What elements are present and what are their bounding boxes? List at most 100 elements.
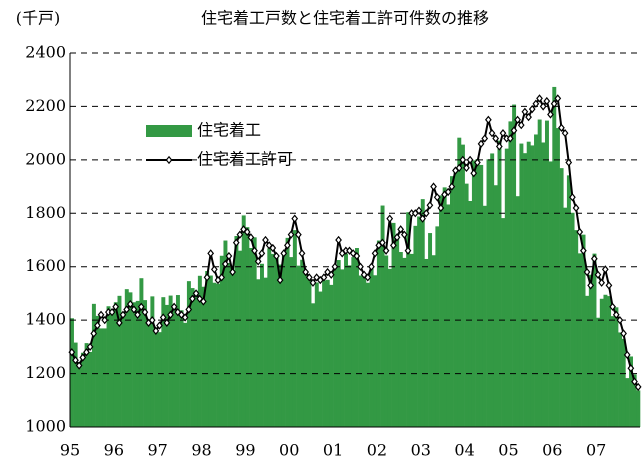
bar — [552, 86, 557, 428]
bar — [263, 277, 268, 427]
line-marker — [265, 241, 273, 250]
line-marker — [426, 201, 434, 210]
line-marker — [313, 273, 321, 282]
line-marker — [634, 382, 642, 392]
line-marker — [583, 267, 591, 277]
x-tick-label: 03 — [411, 441, 431, 460]
x-tick-label: 06 — [542, 441, 562, 460]
line-marker — [547, 110, 554, 119]
line-marker — [137, 302, 145, 311]
bar — [95, 315, 100, 427]
bar — [534, 134, 538, 427]
bar — [519, 143, 524, 427]
line-marker — [335, 235, 342, 245]
line-marker — [126, 299, 134, 309]
line-marker — [115, 318, 123, 327]
bar — [632, 374, 637, 427]
bar — [70, 318, 74, 427]
line-marker — [605, 281, 613, 290]
line-marker — [422, 209, 430, 218]
line-marker — [631, 377, 638, 386]
line-marker — [247, 233, 255, 242]
line-marker — [236, 230, 244, 239]
line-marker — [134, 310, 141, 319]
bar — [106, 306, 111, 427]
line-marker — [276, 275, 284, 285]
bar — [409, 253, 414, 427]
bar — [124, 289, 129, 427]
bar — [260, 263, 264, 427]
line-marker — [455, 163, 463, 173]
bar — [197, 275, 202, 427]
line-marker — [536, 94, 543, 103]
line-marker — [601, 265, 609, 274]
line-marker — [386, 214, 394, 223]
y-tick-label: 1800 — [25, 203, 66, 222]
line-marker — [528, 104, 536, 114]
bar — [274, 257, 279, 427]
line-marker — [371, 249, 379, 258]
bar — [157, 332, 162, 427]
bar — [512, 104, 517, 428]
bar — [325, 279, 330, 427]
line-marker — [163, 318, 171, 327]
line-marker — [262, 235, 269, 245]
bar — [355, 248, 359, 427]
line-marker — [123, 305, 131, 314]
x-tick-label: 00 — [279, 441, 299, 460]
line-marker — [360, 270, 368, 279]
bar — [457, 137, 462, 428]
bar — [395, 235, 400, 427]
line-marker — [218, 273, 226, 282]
bar — [380, 205, 385, 427]
bar — [548, 161, 553, 427]
line-marker — [510, 126, 518, 135]
bar — [369, 266, 374, 427]
line-marker — [459, 155, 467, 165]
line-marker — [189, 294, 196, 303]
bar — [186, 281, 191, 427]
bar — [281, 253, 286, 427]
y-tick-label: 1400 — [25, 310, 66, 329]
line-marker — [152, 326, 160, 335]
line-marker — [167, 310, 174, 319]
bar — [194, 290, 199, 427]
legend-marker — [165, 155, 173, 165]
line-marker — [331, 262, 339, 271]
line-marker — [437, 203, 445, 213]
line-marker — [225, 251, 233, 261]
line-marker — [569, 193, 576, 202]
bar — [121, 313, 126, 427]
x-tick-label: 07 — [586, 441, 606, 460]
bar — [475, 159, 480, 427]
line-marker — [521, 107, 529, 116]
bar — [329, 284, 334, 427]
bar — [205, 270, 210, 427]
line-marker — [221, 259, 229, 269]
bar — [515, 196, 520, 427]
line-marker — [514, 115, 521, 124]
bar — [292, 230, 297, 427]
lines — [68, 94, 642, 392]
bar — [139, 278, 144, 427]
bar — [216, 283, 221, 427]
line-marker — [579, 246, 587, 255]
bar — [402, 257, 407, 427]
bar — [490, 153, 495, 427]
line-marker — [364, 273, 372, 282]
bar — [468, 200, 473, 427]
y-tick-label: 1000 — [25, 417, 66, 436]
y-tick-label: 1200 — [25, 363, 66, 382]
bar — [307, 277, 312, 427]
line-marker — [291, 214, 299, 223]
line-marker — [269, 243, 277, 253]
bar — [384, 255, 389, 427]
bar — [358, 275, 363, 427]
bar — [508, 121, 513, 427]
legend-label: 住宅着工許可 — [197, 150, 293, 169]
bars — [70, 86, 641, 428]
line-marker — [612, 310, 620, 319]
line-marker — [598, 278, 606, 287]
line-marker — [280, 249, 288, 258]
line-marker — [156, 321, 163, 330]
